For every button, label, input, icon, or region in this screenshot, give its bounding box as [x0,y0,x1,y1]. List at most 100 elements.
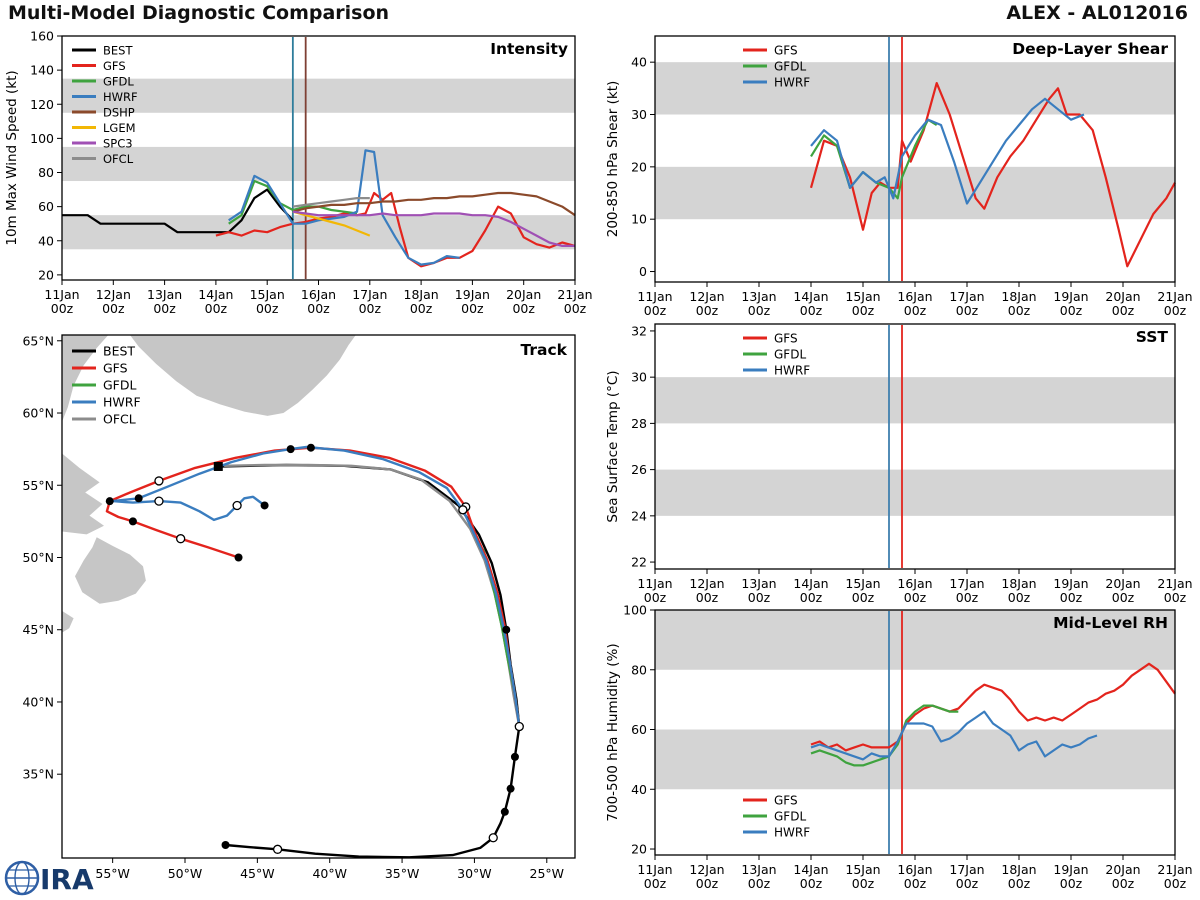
x-tick-sublabel: 00z [904,876,927,891]
x-tick-sublabel: 00z [153,301,176,316]
x-tick-sublabel: 00z [1112,876,1135,891]
x-tick-label: 19Jan [1053,862,1088,877]
legend-label-spc3: SPC3 [103,137,133,151]
legend-label-ofcl: OFCL [103,412,136,427]
x-tick-sublabel: 00z [696,590,719,605]
x-tick-sublabel: 00z [644,303,667,318]
y-tick-label: 80 [631,662,647,677]
x-tick-label: 12Jan [689,289,724,304]
series-spc3-line [292,210,575,247]
x-tick-sublabel: 00z [800,590,823,605]
x-tick-label: 17Jan [949,576,984,591]
position-marker-filled [510,752,519,761]
legend-label-gfdl: GFDL [774,348,806,362]
x-tick-label: 18Jan [1001,576,1036,591]
lat-tick-label: 35°N [22,767,54,782]
map-ocean [62,335,575,858]
legend-label-lgem: LGEM [103,121,136,135]
x-tick-sublabel: 00z [1008,876,1031,891]
land-newfoundland [75,537,146,604]
series-best-line [62,188,294,234]
series-hwrf-line [810,97,1085,205]
x-tick-sublabel: 00z [1164,303,1187,318]
series-gfs-line [810,662,1176,752]
x-tick-label: 13Jan [741,862,776,877]
lon-tick-label: 50°W [168,866,203,881]
x-tick-sublabel: 00z [1164,590,1187,605]
rh-figure: 2040608010011Jan00z12Jan00z13Jan00z14Jan… [605,603,1193,892]
lat-tick-label: 50°N [22,550,54,565]
x-tick-sublabel: 00z [359,301,382,316]
legend-label-gfdl: GFDL [103,378,137,393]
x-tick-label: 14Jan [793,576,828,591]
lon-tick-label: 35°W [385,866,420,881]
x-tick-sublabel: 00z [1060,303,1083,318]
track-best-line [218,463,521,859]
x-tick-sublabel: 00z [51,301,74,316]
series-lgem-line [292,210,371,237]
position-marker-open [514,721,524,732]
legend-label-gfs: GFS [774,794,798,808]
y-tick-label: 0 [639,264,647,279]
header: Multi-Model Diagnostic Comparison ALEX -… [0,2,1200,28]
cira-logo: IRA [2,855,112,900]
x-tick-sublabel: 00z [102,301,125,316]
legend-label-gfdl: GFDL [774,810,806,824]
position-marker-filled [502,625,511,634]
deep-layer-shear-panel: 0 10 20 30 40 11Jan 00z 12Jan 00z 13Jan 00z 14Jan 00… [600,28,1200,324]
position-marker-filled [500,807,509,816]
x-tick-label: 17Jan [352,287,387,302]
y-tick-label: 20 [38,267,54,282]
legend-label-best: BEST [103,44,133,58]
shade-band [655,729,1175,790]
panel-title: SST [1136,328,1169,346]
x-tick-label: 16Jan [897,576,932,591]
x-tick-label: 17Jan [949,289,984,304]
x-tick-sublabel: 00z [512,301,535,316]
x-tick-sublabel: 00z [696,876,719,891]
shade-band [655,62,1175,115]
storm-title: ALEX - AL012016 [1006,2,1188,24]
y-tick-label: 20 [631,842,647,857]
x-tick-label: 16Jan [897,289,932,304]
shade-band [62,78,575,113]
x-tick-label: 20Jan [506,287,541,302]
sst-figure: 22242628303211Jan00z12Jan00z13Jan00z14Ja… [605,323,1193,605]
position-marker-filled [506,784,515,793]
legend-label-hwrf: HWRF [774,826,810,840]
position-marker-filled [234,553,243,562]
lon-tick-label: 25°W [530,866,565,881]
lon-tick-label: 45°W [240,866,275,881]
x-tick-label: 13Jan [741,576,776,591]
x-tick-label: 12Jan [689,576,724,591]
x-tick-label: 21Jan [1157,289,1192,304]
track-hwrf-line [111,445,521,727]
y-tick-label: 28 [631,416,647,431]
x-tick-label: 11Jan [637,576,672,591]
x-tick-label: 13Jan [147,287,182,302]
position-marker-square [213,461,223,471]
x-tick-sublabel: 00z [904,303,927,318]
legend-label-gfs: GFS [103,59,126,73]
legend-label-gfdl: GFDL [774,60,806,74]
x-tick-label: 15Jan [845,862,880,877]
lat-tick-label: 40°N [22,694,54,709]
shade-band [655,610,1175,670]
track-map-panel: 35°N 40°N 45°N 50°N 55°N 60°N 65°N 55°W 50°W 45°W… [0,325,598,900]
x-tick-label: 11Jan [44,287,79,302]
x-tick-label: 14Jan [793,289,828,304]
y-tick-label: 60 [631,722,647,737]
lat-tick-label: 65°N [22,333,54,348]
position-marker-open [458,505,468,515]
y-tick-label: 26 [631,462,647,477]
lon-tick-label: 30°W [457,866,492,881]
plot-frame [654,323,1176,570]
x-tick-sublabel: 00z [852,303,875,318]
y-tick-label: 30 [631,370,647,385]
x-tick-label: 19Jan [1053,576,1088,591]
x-tick-label: 12Jan [689,862,724,877]
page-title: Multi-Model Diagnostic Comparison [8,2,390,24]
position-marker-filled [134,494,143,503]
y-axis-label: Sea Surface Temp (°C) [605,370,621,522]
y-tick-label: 80 [38,165,54,180]
